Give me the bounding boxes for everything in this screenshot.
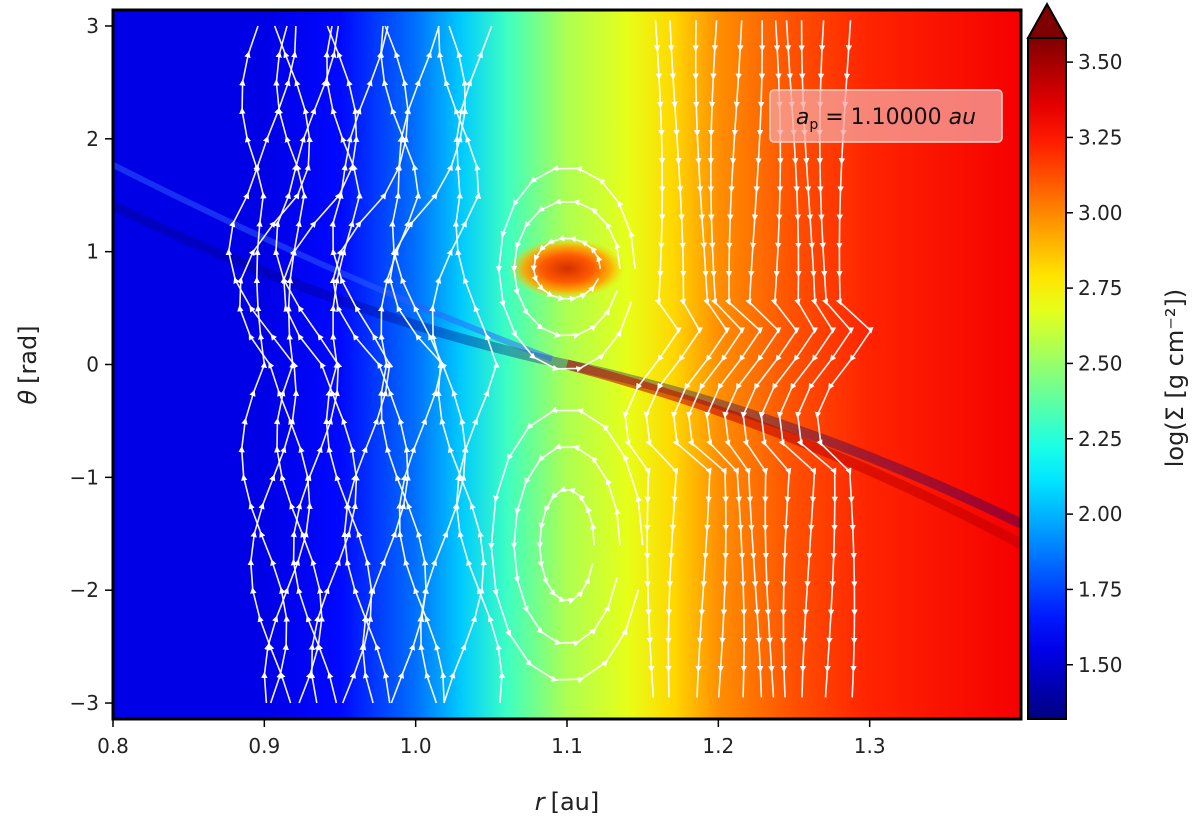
x-axis-label: r [au]	[535, 788, 600, 816]
y-tick-label: 0	[86, 353, 99, 377]
colorbar-scale	[1027, 37, 1067, 720]
streamline-vortex	[495, 164, 636, 373]
x-tick-label: 0.9	[248, 734, 280, 758]
annotation-text: ap = 1.10000 au	[796, 105, 976, 133]
colorbar-tick-label: 3.00	[1078, 201, 1123, 225]
streamline-vortex	[510, 198, 621, 339]
y-tick-label: −2	[70, 578, 99, 602]
y-tick-label: −1	[70, 465, 99, 489]
streamline-horseshoe	[536, 486, 597, 604]
y-tick-label: 3	[86, 14, 99, 38]
colorbar-tick-label: 2.25	[1078, 427, 1123, 451]
colorbar-extend-arrow	[1026, 1, 1068, 39]
colorbar-ticks: 3.50 3.25 3.00 2.75 2.50 2.25 2.00 1.75 1.50	[1066, 50, 1123, 677]
y-axis-label: θ[rad]	[14, 325, 42, 404]
planet-semimajor-axis-annotation: ap = 1.10000 au	[769, 89, 1003, 143]
colorbar-tick-label: 1.75	[1078, 577, 1123, 601]
streamline-horseshoe	[488, 406, 644, 684]
streamline-horseshoe	[510, 443, 621, 647]
colorbar-label: log(Σ [g cm⁻²])	[1161, 289, 1189, 468]
x-axis: 0.8 0.9 1.0 1.1 1.2 1.3	[97, 719, 886, 758]
colorbar-tick-label: 2.00	[1078, 502, 1123, 526]
streamline-vortex	[530, 234, 603, 303]
colorbar-tick-label: 3.50	[1078, 50, 1123, 74]
y-tick-label: 1	[86, 240, 99, 264]
colorbar-tick-label: 2.75	[1078, 276, 1123, 300]
y-tick-label: 2	[86, 127, 99, 151]
colorbar-tick-label: 1.50	[1078, 653, 1123, 677]
x-tick-label: 1.1	[551, 734, 583, 758]
x-tick-label: 1.0	[400, 734, 432, 758]
x-tick-label: 0.8	[97, 734, 129, 758]
colorbar-tick-label: 3.25	[1078, 125, 1123, 149]
colorbar: 3.50 3.25 3.00 2.75 2.50 2.25 2.00 1.75 1.50 log…	[1026, 1, 1189, 720]
x-tick-label: 1.3	[854, 734, 886, 758]
y-axis: 3 2 1 0 −1 −2 −3	[70, 14, 113, 715]
annotation-box	[769, 89, 1003, 143]
colorbar-tick-label: 2.50	[1078, 351, 1123, 375]
vortex-overdensity	[509, 238, 625, 299]
y-tick-label: −3	[70, 691, 99, 715]
x-tick-label: 1.2	[702, 734, 734, 758]
